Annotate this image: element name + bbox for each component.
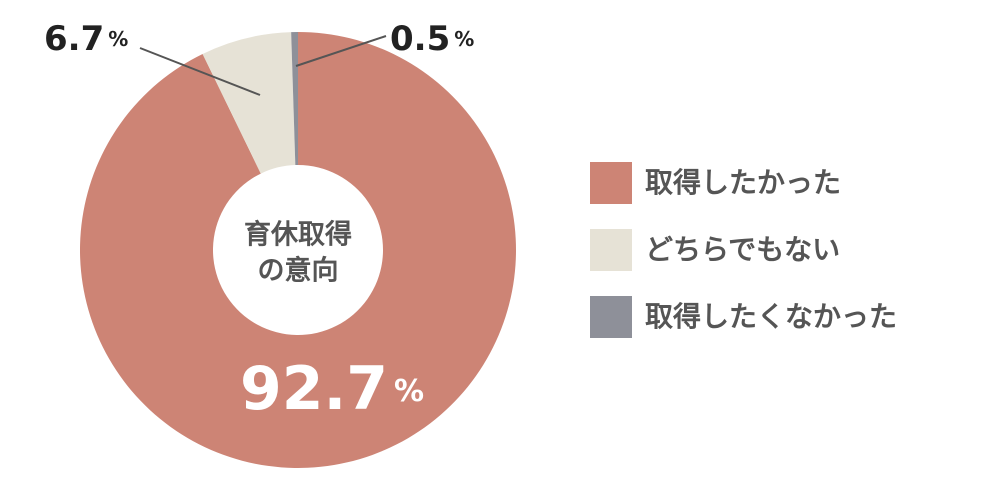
value-label: 0.5% — [390, 19, 474, 59]
leader-line — [139, 47, 261, 96]
center-label: 育休取得 — [244, 219, 352, 251]
legend-swatch — [590, 296, 632, 338]
value-number: 92.7 — [240, 354, 388, 424]
value-label: 6.7% — [44, 19, 128, 59]
legend-label: 取得したかった — [645, 166, 841, 199]
value-number: 0.5 — [390, 19, 450, 59]
value-label: 92.7% — [240, 354, 424, 424]
value-unit: % — [454, 27, 474, 51]
legend-swatch — [590, 229, 632, 271]
wedges — [79, 32, 516, 468]
legend-label: どちらでもない — [645, 233, 840, 266]
value-unit: % — [108, 27, 128, 51]
legend-swatch — [590, 162, 632, 204]
value-number: 6.7 — [44, 19, 104, 59]
leader-line — [295, 35, 387, 67]
center-label: の意向 — [258, 255, 339, 287]
value-unit: % — [394, 374, 424, 409]
legend-label: 取得したくなかった — [645, 300, 897, 333]
donut-slice — [202, 32, 296, 174]
donut-slice — [79, 32, 516, 468]
